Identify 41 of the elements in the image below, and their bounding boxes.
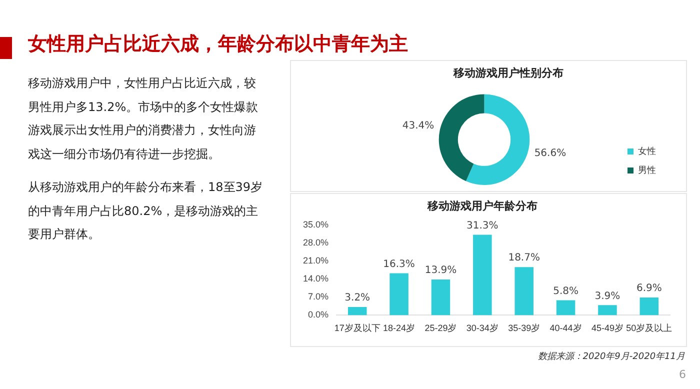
y-tick-label: 7.0% [308, 292, 329, 302]
bar [640, 297, 659, 316]
x-tick-label: 35-39岁 [508, 323, 540, 334]
data-label: 31.3% [466, 220, 498, 232]
data-label: 56.6% [534, 148, 566, 160]
bar [390, 273, 408, 316]
y-tick-label: 35.0% [302, 220, 329, 230]
data-label: 6.9% [636, 283, 662, 294]
text: 移动游戏用户中，女性用户占比近六成，较男性用户多13.2%。市场中的多个女性爆款游戏展示出女性用户的消费潜力，女性向游戏这一细分市场仍有待进一步挖掘。 [28, 75, 260, 162]
x-tick-label: 40-44岁 [550, 323, 582, 334]
chart-title: 移动游戏用户性别分布 [452, 66, 564, 80]
data-label: 43.4% [402, 120, 434, 132]
data-label: 3.2% [344, 292, 370, 304]
bar [514, 267, 534, 316]
data-label: 16.3% [383, 258, 415, 270]
x-tick-label: 25-29岁 [424, 323, 457, 334]
x-tick-label: 30-34岁 [466, 323, 498, 334]
data-label: 5.8% [553, 286, 578, 297]
x-tick-label: 50岁及以上 [626, 323, 672, 334]
y-tick-label: 0.0% [308, 310, 329, 320]
text: 6 [679, 368, 686, 381]
legend-label: 女性 [638, 146, 656, 156]
bar [431, 279, 450, 316]
y-tick-label: 14.0% [302, 274, 329, 284]
x-tick-label: 45-49岁 [591, 323, 624, 334]
text: 从移动游戏用户的年龄分布来看，18至39岁的中青年用户占比80.2%，是移动游戏的主要用户群体。 [28, 179, 263, 243]
data-label: 3.9% [594, 290, 620, 302]
bar [556, 300, 576, 316]
bar [348, 306, 367, 316]
x-tick-label: 17岁及以下 [334, 323, 380, 334]
chart-title: 移动游戏用户年龄分布 [426, 199, 538, 212]
bar [473, 234, 492, 316]
data-label: 18.7% [508, 252, 540, 264]
x-tick-label: 18-24岁 [383, 323, 416, 334]
bar [598, 305, 617, 316]
legend-label: 男性 [638, 164, 656, 175]
y-tick-label: 28.0% [302, 238, 329, 248]
text: 女性用户占比近六成，年龄分布以中青年为主 [28, 33, 408, 55]
y-tick-label: 21.0% [302, 256, 329, 266]
data-label: 13.9% [424, 265, 457, 276]
source-note: 数据来源：2020年9月-2020年11月 [538, 350, 685, 363]
